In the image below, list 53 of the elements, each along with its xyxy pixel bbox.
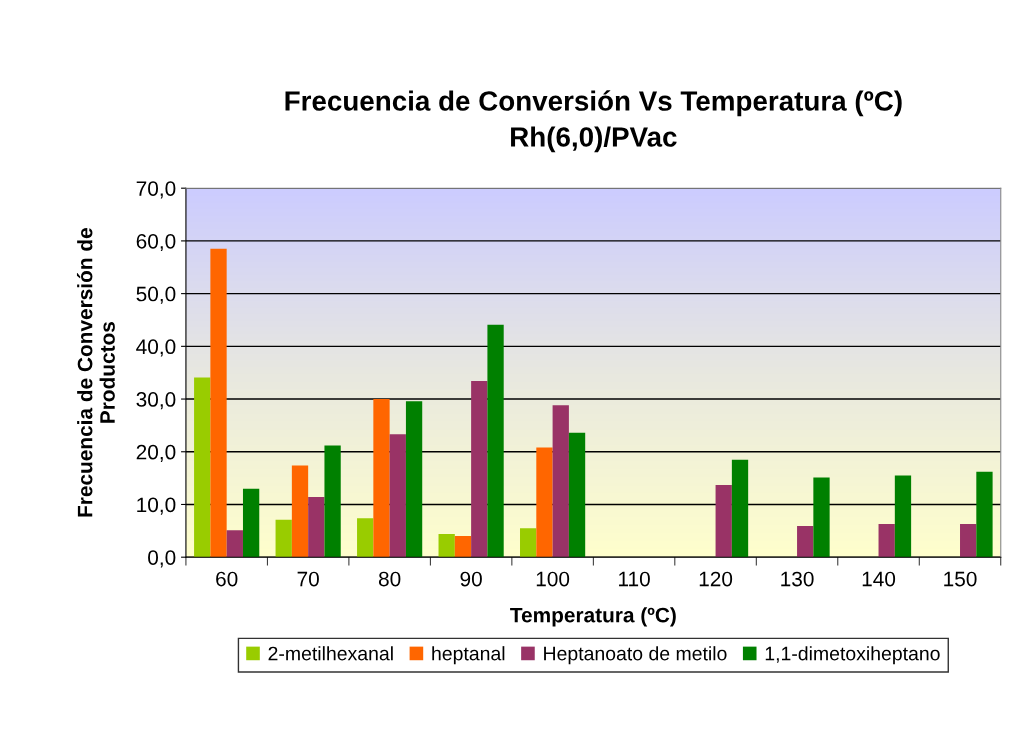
bar xyxy=(813,477,830,558)
y-tick-label: 20,0 xyxy=(136,444,176,462)
x-tick-label: 150 xyxy=(944,571,977,587)
y-tick-label: 0,0 xyxy=(148,550,176,568)
bar xyxy=(275,519,292,558)
bar xyxy=(568,432,586,558)
bar xyxy=(194,377,211,558)
y-tick-label: 40,0 xyxy=(136,339,176,357)
x-tick-label: 120 xyxy=(699,571,733,587)
x-tick-label: 60 xyxy=(216,571,238,587)
bar xyxy=(438,534,455,558)
y-tick-label: 50,0 xyxy=(136,286,176,304)
bar xyxy=(960,523,977,558)
x-tick-label: 70 xyxy=(297,571,319,587)
x-tick-label: 100 xyxy=(536,571,570,587)
bar xyxy=(291,465,309,558)
bar xyxy=(552,405,569,558)
bar xyxy=(373,399,390,558)
legend-label: 2-metilhexanal xyxy=(268,646,393,661)
bar xyxy=(976,471,993,558)
y-tick-label: 60,0 xyxy=(136,233,176,252)
bar xyxy=(471,381,488,558)
bar xyxy=(487,324,504,558)
legend-label: Heptanoato de metilo xyxy=(544,646,727,665)
x-tick-label: 80 xyxy=(378,571,401,587)
y-tick-label: 10,0 xyxy=(137,497,176,515)
bar xyxy=(536,447,553,558)
bar xyxy=(210,248,227,558)
bar xyxy=(797,526,814,558)
bar xyxy=(226,530,243,558)
legend-label: 1,1-dimetoxiheptano xyxy=(765,646,940,665)
bar xyxy=(454,536,472,558)
x-tick-label: 90 xyxy=(460,571,482,587)
bar xyxy=(520,528,537,558)
bar xyxy=(357,518,374,558)
x-tick-label: 130 xyxy=(781,571,814,587)
bar xyxy=(894,475,912,558)
legend-label: heptanal xyxy=(432,646,505,665)
bar xyxy=(731,459,749,558)
y-tick-label: 70,0 xyxy=(136,181,176,199)
bar xyxy=(242,488,260,558)
y-tick-label: 30,0 xyxy=(136,392,176,410)
y-axis-title: Frecuencia de Conversión de Productos xyxy=(76,228,115,517)
x-tick-label: 140 xyxy=(862,571,896,587)
x-tick-label: 110 xyxy=(619,571,650,587)
bar xyxy=(324,445,341,558)
bar xyxy=(715,484,732,558)
bar xyxy=(308,497,325,558)
bar xyxy=(878,523,895,558)
x-axis-title: Temperatura (ºC) xyxy=(510,607,676,627)
bar xyxy=(405,401,423,558)
bar xyxy=(389,434,406,558)
chart-title: Frecuencia de Conversión Vs Temperatura (ºC) Rh(6,0)/PVac xyxy=(285,90,902,153)
